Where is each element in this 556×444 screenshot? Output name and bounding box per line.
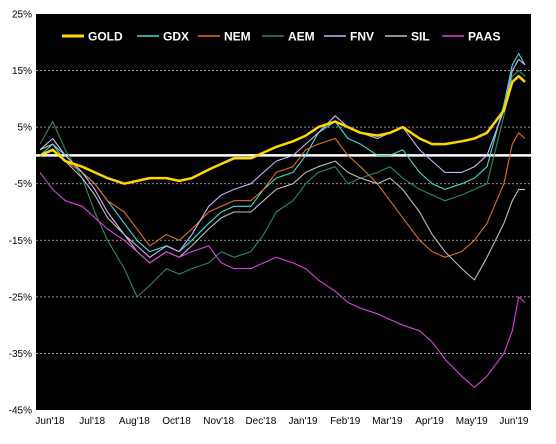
x-tick-label: Mar'19 <box>372 416 403 427</box>
series-line-sil <box>39 143 525 281</box>
x-tick-label: Aug'18 <box>119 416 150 427</box>
plot-area <box>36 14 531 410</box>
series-line-paas <box>39 172 526 388</box>
x-tick-label: Feb'19 <box>330 416 361 427</box>
legend-label: GDX <box>163 30 189 44</box>
series-line-gdx <box>39 53 526 253</box>
series-line-nem <box>39 132 526 258</box>
legend-label: PAAS <box>468 30 500 44</box>
y-axis: 25% 15% 5% -5% -15% -25% -35% -45% <box>9 10 32 417</box>
y-tick-label: -45% <box>9 406 32 417</box>
x-tick-label: Dec'18 <box>245 416 276 427</box>
legend-label: SIL <box>411 30 430 44</box>
legend-label: GOLD <box>88 30 123 44</box>
x-tick-label: Jun'19 <box>499 416 529 427</box>
legend: GOLD GDX NEM AEM FNV SIL PAAS <box>62 30 500 44</box>
y-tick-label: -35% <box>9 349 32 360</box>
x-tick-label: Oct'18 <box>162 416 191 427</box>
x-tick-label: Apr'19 <box>415 416 444 427</box>
series-layer <box>39 53 526 388</box>
legend-label: AEM <box>288 30 315 44</box>
y-tick-label: 5% <box>18 123 33 134</box>
x-tick-label: May'19 <box>456 416 488 427</box>
legend-label: FNV <box>350 30 374 44</box>
x-tick-label: Nov'18 <box>203 416 234 427</box>
series-line-gold <box>39 74 526 185</box>
x-tick-label: Jul'18 <box>79 416 105 427</box>
grid <box>36 70 531 354</box>
y-tick-label: -15% <box>9 236 32 247</box>
y-tick-label: -25% <box>9 292 32 303</box>
legend-label: NEM <box>224 30 251 44</box>
y-tick-label: -5% <box>14 179 32 190</box>
x-tick-label: Jun'18 <box>35 416 65 427</box>
y-tick-label: 25% <box>12 10 32 21</box>
series-line-aem <box>39 70 526 298</box>
x-axis: Jun'18 Jul'18 Aug'18 Oct'18 Nov'18 Dec'18 Jan'… <box>35 416 529 427</box>
x-tick-label: Jan'19 <box>288 416 318 427</box>
y-tick-label: 15% <box>12 66 32 77</box>
